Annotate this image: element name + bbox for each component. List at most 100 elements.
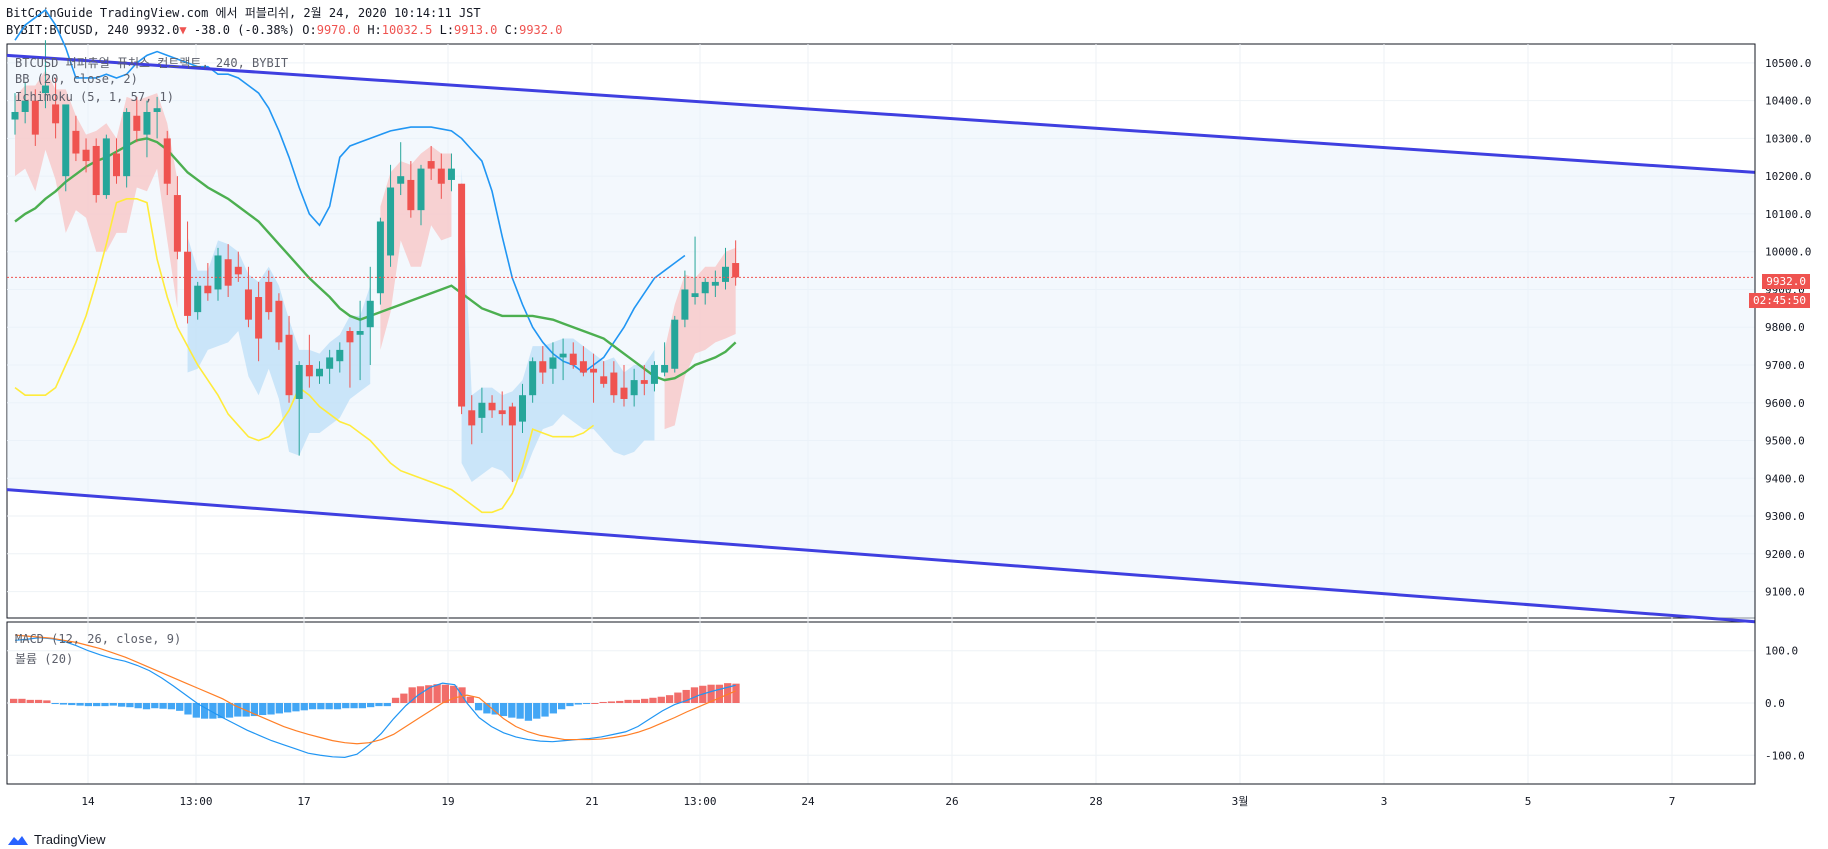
volume-legend[interactable]: 볼륨 (20) <box>15 652 74 666</box>
macd-hist-bar <box>665 695 674 703</box>
candle-body <box>519 395 526 422</box>
macd-tick-label: 0.0 <box>1765 697 1785 710</box>
ichimoku-legend[interactable]: Ichimoku (5, 1, 57, 1) <box>15 90 174 104</box>
macd-hist-bar <box>616 700 624 703</box>
candle-body <box>153 108 161 112</box>
candle-body <box>387 187 395 256</box>
price-tick-label: 9200.0 <box>1765 548 1805 561</box>
time-tick-label: 13:00 <box>683 795 716 808</box>
macd-hist-bar <box>724 683 732 703</box>
macd-hist-bar <box>533 703 541 719</box>
macd-hist-bar <box>367 703 375 708</box>
symbol-legend[interactable]: BTCUSD 퍼피츄얼 퓨처스 컨트랙트, 240, BYBIT <box>15 56 289 70</box>
macd-hist-bar <box>416 686 425 703</box>
candle-body <box>681 289 689 320</box>
macd-hist-bar <box>682 689 690 703</box>
macd-hist-bar <box>358 703 367 709</box>
bb-lower-line <box>14 198 595 514</box>
macd-hist-bar <box>43 700 51 703</box>
candle-body <box>468 410 476 426</box>
candle-body <box>133 115 141 131</box>
macd-hist-bar <box>425 685 433 703</box>
candle-body <box>397 176 405 184</box>
macd-hist-bar <box>391 697 400 703</box>
candle-body <box>336 349 344 362</box>
candle-body <box>671 319 679 369</box>
price-tick-label: 9500.0 <box>1765 435 1805 448</box>
macd-hist-bar <box>707 684 715 703</box>
macd-hist-bar <box>541 703 549 717</box>
macd-hist-bar <box>209 703 217 719</box>
macd-hist-bar <box>134 703 142 709</box>
macd-hist-bar <box>292 703 300 712</box>
time-tick-label: 28 <box>1089 795 1102 808</box>
bb-legend[interactable]: BB (20, close, 2) <box>15 72 138 86</box>
candle-body <box>113 153 120 177</box>
macd-hist-bar <box>117 703 126 707</box>
macd-hist-bar <box>184 703 192 715</box>
price-tick-label: 9300.0 <box>1765 510 1805 523</box>
axes: 10500.0 10400.0 10300.0 10200.0 10100.0 10000… <box>7 44 1811 808</box>
macd-hist-bar <box>632 699 641 703</box>
ohlc-line: BYBIT:BTCUSD, 240 9932.0▼ -38.0 (-0.38%)… <box>6 23 562 37</box>
macd-hist-bar <box>259 703 267 716</box>
candle-body <box>72 130 80 154</box>
macd-hist-bar <box>499 703 508 717</box>
macd-hist-bar <box>26 699 34 703</box>
candle-body <box>285 334 293 396</box>
candle-body <box>458 183 466 407</box>
candle-body <box>31 100 39 135</box>
time-tick-label: 21 <box>585 795 598 808</box>
macd-hist-bar <box>234 703 242 717</box>
macd-hist-bar <box>408 687 416 703</box>
macd-hist-bar <box>192 703 200 718</box>
footer[interactable]: TradingView <box>6 832 106 847</box>
footer-brand: TradingView <box>34 832 106 847</box>
macd-tick-label: 100.0 <box>1765 645 1798 658</box>
macd-hist-bar <box>732 683 740 703</box>
time-tick-label: 7 <box>1669 795 1676 808</box>
candle-body <box>123 111 131 177</box>
macd-hist-bar <box>250 703 259 717</box>
macd-hist-bar <box>84 703 93 707</box>
candle-body <box>478 402 486 418</box>
countdown-badge: 02:45:50 <box>1749 293 1810 308</box>
price-tick-label: 10100.0 <box>1765 208 1811 221</box>
candle-body <box>11 111 19 120</box>
macd-hist-bar <box>508 703 516 718</box>
candle-body <box>722 266 729 282</box>
candle-body <box>600 376 608 384</box>
candle-body <box>539 361 547 373</box>
price-tick-label: 10400.0 <box>1765 95 1811 108</box>
candle-body <box>194 285 202 313</box>
publisher-line: BitCoinGuide TradingView.com 에서 퍼블리쉬, 2월… <box>6 6 481 20</box>
price-tick-label: 10300.0 <box>1765 132 1811 145</box>
candle-body <box>650 364 658 384</box>
candle-body <box>21 100 29 112</box>
candle-body <box>447 168 455 180</box>
candle-body <box>366 300 374 328</box>
candle-body <box>407 179 415 211</box>
macd-hist-bar <box>516 703 524 719</box>
candle-body <box>620 387 628 399</box>
time-tick-label: 5 <box>1525 795 1532 808</box>
macd-hist-bar <box>657 696 665 703</box>
trend-channel[interactable] <box>6 53 1756 624</box>
macd-hist-bar <box>433 684 441 703</box>
candle-body <box>82 149 90 162</box>
candle-body <box>661 364 669 373</box>
change-value: -38.0 (-0.38%) <box>193 23 296 37</box>
candlesticks[interactable] <box>11 40 740 483</box>
macd-hist-bar <box>383 703 391 707</box>
macd-hist-bar <box>466 696 474 703</box>
time-tick-label: 14 <box>81 795 95 808</box>
macd-hist-bar <box>142 703 151 710</box>
macd-hist-bar <box>715 684 724 703</box>
macd-hist-bar <box>159 703 167 709</box>
macd-legend[interactable]: MACD (12, 26, close, 9) <box>15 632 182 646</box>
macd-hist-bar <box>591 703 599 704</box>
macd-hist-bar <box>308 703 317 710</box>
candle-body <box>488 402 496 411</box>
macd-line <box>14 637 736 758</box>
